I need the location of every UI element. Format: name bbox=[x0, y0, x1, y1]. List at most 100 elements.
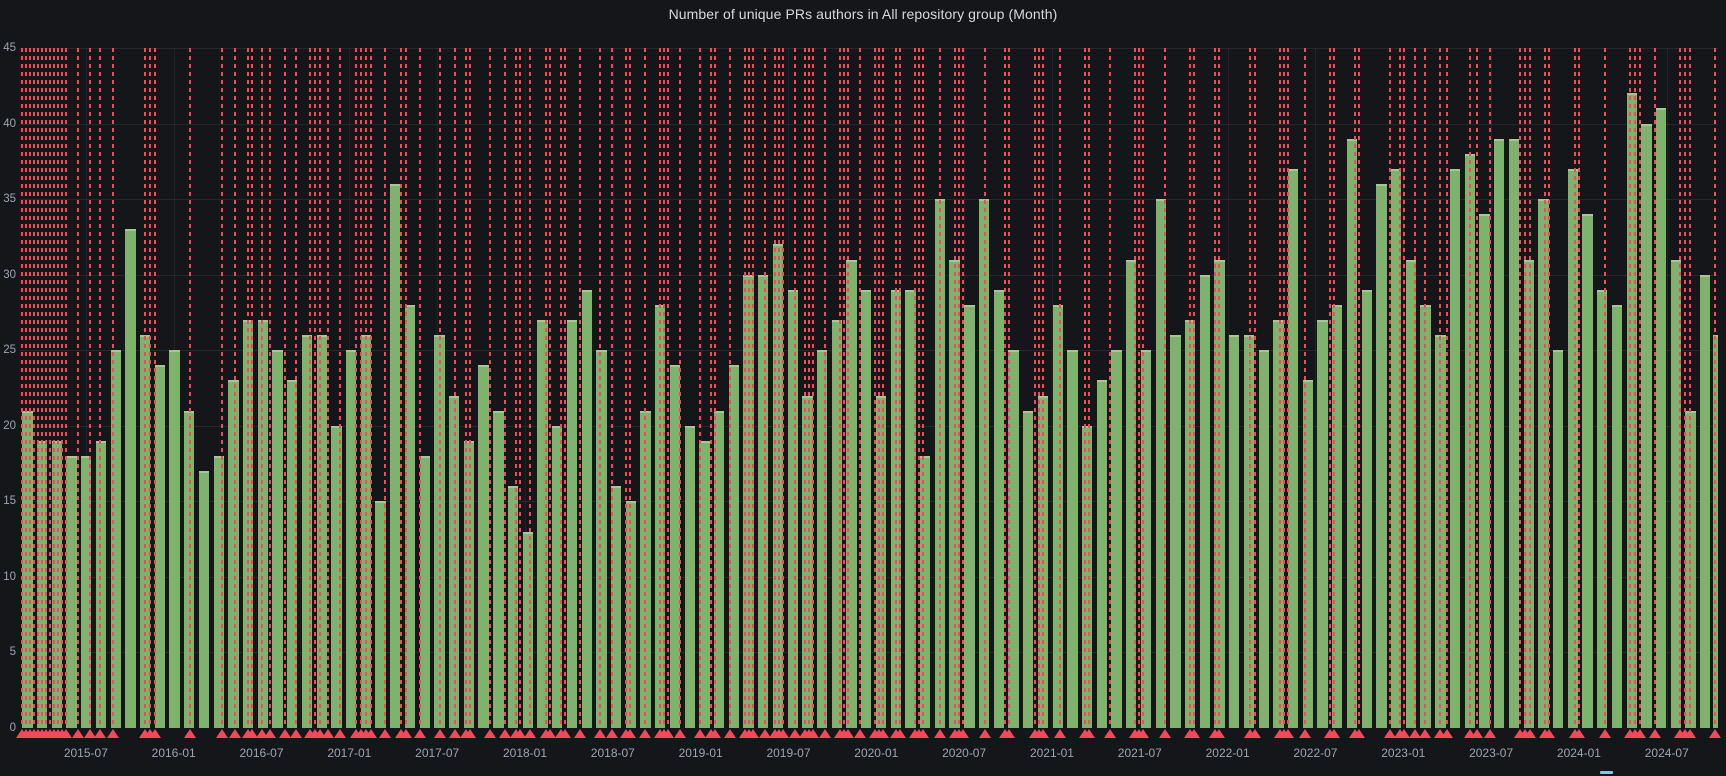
annotation-marker[interactable] bbox=[1684, 729, 1696, 738]
annotation-marker[interactable] bbox=[606, 729, 618, 738]
annotation-marker[interactable] bbox=[1384, 729, 1396, 738]
annotation-marker[interactable] bbox=[1419, 729, 1431, 738]
annotation-marker[interactable] bbox=[1249, 729, 1261, 738]
annotation-marker[interactable] bbox=[1464, 729, 1476, 738]
annotation-marker[interactable] bbox=[1137, 729, 1149, 738]
annotation-marker[interactable] bbox=[694, 729, 706, 738]
annotation-line bbox=[405, 48, 407, 728]
annotation-marker[interactable] bbox=[709, 729, 721, 738]
annotation-marker[interactable] bbox=[256, 729, 268, 738]
annotation-marker[interactable] bbox=[149, 729, 161, 738]
annotation-marker[interactable] bbox=[1471, 729, 1483, 738]
annotation-marker[interactable] bbox=[759, 729, 771, 738]
annotation-marker[interactable] bbox=[574, 729, 586, 738]
annotation-marker[interactable] bbox=[842, 729, 854, 738]
annotation-marker[interactable] bbox=[854, 729, 866, 738]
annotation-marker[interactable] bbox=[559, 729, 571, 738]
annotation-marker[interactable] bbox=[72, 729, 84, 738]
annotation-marker[interactable] bbox=[94, 729, 106, 738]
annotation-marker[interactable] bbox=[322, 729, 334, 738]
annotation-marker[interactable] bbox=[957, 729, 969, 738]
annotation-marker[interactable] bbox=[414, 729, 426, 738]
annotation-marker[interactable] bbox=[60, 729, 72, 738]
annotation-marker[interactable] bbox=[777, 729, 789, 738]
annotation-marker[interactable] bbox=[1524, 729, 1536, 738]
annotation-marker[interactable] bbox=[1083, 729, 1095, 738]
bar-slot bbox=[1065, 48, 1080, 728]
annotation-marker[interactable] bbox=[662, 729, 674, 738]
annotation-marker[interactable] bbox=[484, 729, 496, 738]
annotation-line bbox=[504, 48, 506, 728]
annotation-marker[interactable] bbox=[819, 729, 831, 738]
annotation-marker[interactable] bbox=[1441, 729, 1453, 738]
annotation-marker[interactable] bbox=[1328, 729, 1340, 738]
annotation-marker[interactable] bbox=[365, 729, 377, 738]
annotation-marker[interactable] bbox=[1409, 729, 1421, 738]
annotation-marker[interactable] bbox=[1484, 729, 1496, 738]
annotation-marker[interactable] bbox=[894, 729, 906, 738]
annotation-marker[interactable] bbox=[934, 729, 946, 738]
bar-slot bbox=[1580, 48, 1595, 728]
annotation-marker[interactable] bbox=[84, 729, 96, 738]
annotation-line bbox=[847, 48, 849, 728]
annotation-marker[interactable] bbox=[1543, 729, 1555, 738]
annotation-marker[interactable] bbox=[449, 729, 461, 738]
annotation-marker[interactable] bbox=[917, 729, 929, 738]
annotation-marker[interactable] bbox=[594, 729, 606, 738]
x-tick-label: 2018-01 bbox=[502, 746, 548, 760]
annotation-marker[interactable] bbox=[807, 729, 819, 738]
annotation-marker[interactable] bbox=[1649, 729, 1661, 738]
annotation-marker[interactable] bbox=[1213, 729, 1225, 738]
annotation-marker[interactable] bbox=[107, 729, 119, 738]
annotation-marker[interactable] bbox=[1599, 729, 1611, 738]
annotation-marker[interactable] bbox=[1299, 729, 1311, 738]
annotation-marker[interactable] bbox=[1634, 729, 1646, 738]
annotation-marker[interactable] bbox=[1398, 729, 1410, 738]
annotation-marker[interactable] bbox=[747, 729, 759, 738]
annotation-marker[interactable] bbox=[290, 729, 302, 738]
annotation-marker[interactable] bbox=[1037, 729, 1049, 738]
annotation-marker[interactable] bbox=[314, 729, 326, 738]
annotation-line bbox=[1042, 48, 1044, 728]
annotation-marker[interactable] bbox=[544, 729, 556, 738]
annotation-line bbox=[1333, 48, 1335, 728]
annotation-marker[interactable] bbox=[1282, 729, 1294, 738]
annotation-marker[interactable] bbox=[979, 729, 991, 738]
annotation-marker[interactable] bbox=[674, 729, 686, 738]
annotation-marker[interactable] bbox=[229, 729, 241, 738]
annotation-marker[interactable] bbox=[1573, 729, 1585, 738]
annotation-marker[interactable] bbox=[1003, 729, 1015, 738]
annotation-marker[interactable] bbox=[379, 729, 391, 738]
annotation-marker[interactable] bbox=[624, 729, 636, 738]
annotation-marker[interactable] bbox=[334, 729, 346, 738]
annotation-marker[interactable] bbox=[279, 729, 291, 738]
annotation-marker[interactable] bbox=[524, 729, 536, 738]
bar-slot bbox=[64, 48, 79, 728]
bar-2021-02 bbox=[1067, 350, 1078, 728]
annotation-marker[interactable] bbox=[464, 729, 476, 738]
annotation-marker[interactable] bbox=[216, 729, 228, 738]
annotation-marker[interactable] bbox=[639, 729, 651, 738]
annotation-marker[interactable] bbox=[1709, 729, 1721, 738]
plot-area[interactable] bbox=[20, 48, 1718, 728]
annotation-marker[interactable] bbox=[184, 729, 196, 738]
annotation-marker[interactable] bbox=[1104, 729, 1116, 738]
annotation-marker[interactable] bbox=[1159, 729, 1171, 738]
annotation-marker[interactable] bbox=[1188, 729, 1200, 738]
annotation-marker[interactable] bbox=[514, 729, 526, 738]
annotation-marker[interactable] bbox=[1353, 729, 1365, 738]
bar-slot bbox=[1139, 48, 1154, 728]
annotation-marker[interactable] bbox=[877, 729, 889, 738]
gridline-x-2018-07 bbox=[612, 48, 614, 728]
annotation-marker[interactable] bbox=[1054, 729, 1066, 738]
y-tick-label: 40 bbox=[3, 117, 16, 130]
annotation-marker[interactable] bbox=[434, 729, 446, 738]
annotation-line bbox=[1329, 48, 1331, 728]
annotation-marker[interactable] bbox=[724, 729, 736, 738]
annotation-marker[interactable] bbox=[246, 729, 258, 738]
annotation-marker[interactable] bbox=[1434, 729, 1446, 738]
annotation-marker[interactable] bbox=[400, 729, 412, 738]
annotation-marker[interactable] bbox=[499, 729, 511, 738]
annotation-marker[interactable] bbox=[789, 729, 801, 738]
annotation-marker[interactable] bbox=[264, 729, 276, 738]
